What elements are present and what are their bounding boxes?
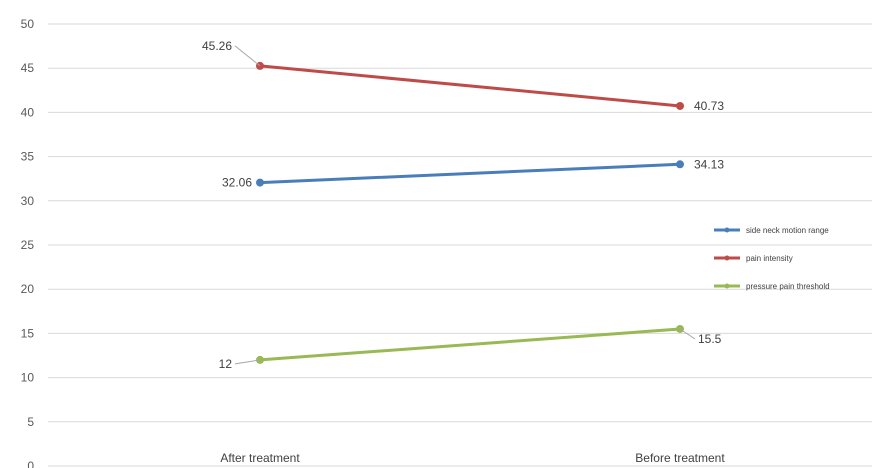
leader-line — [679, 328, 696, 340]
data-labels: 32.06 34.13 45.26 40.73 12 15.5 — [202, 39, 724, 371]
legend-marker — [724, 227, 730, 233]
y-tick-label: 0 — [27, 459, 34, 468]
data-label: 32.06 — [222, 176, 252, 190]
y-tick-label: 15 — [21, 326, 35, 340]
data-point — [676, 160, 684, 169]
legend-label: side neck motion range — [746, 226, 829, 235]
y-tick-label: 35 — [21, 150, 35, 164]
x-axis: After treatment Before treatment — [220, 451, 725, 465]
series-line — [258, 64, 682, 108]
x-tick-label: After treatment — [220, 451, 300, 465]
y-tick-label: 50 — [21, 17, 35, 31]
leader-line — [234, 45, 261, 67]
legend-label: pressure pain threshold — [746, 282, 830, 291]
data-label: 34.13 — [694, 157, 724, 171]
data-label: 45.26 — [202, 39, 232, 53]
data-label: 12 — [219, 357, 233, 371]
series-line — [258, 162, 682, 185]
data-point — [256, 178, 264, 187]
series-group — [256, 61, 684, 364]
y-tick-label: 20 — [21, 282, 35, 296]
y-axis: 0 5 10 15 20 25 30 35 40 45 50 — [21, 17, 35, 468]
y-tick-label: 40 — [21, 105, 35, 119]
y-tick-label: 45 — [21, 61, 35, 75]
x-tick-label: Before treatment — [635, 451, 725, 465]
data-label: 15.5 — [698, 332, 722, 346]
series-line — [258, 327, 682, 362]
legend: side neck motion range pain intensity pres… — [714, 226, 830, 291]
y-tick-label: 30 — [21, 194, 35, 208]
gridlines — [48, 23, 872, 467]
y-tick-label: 25 — [21, 238, 35, 252]
legend-label: pain intensity — [746, 254, 793, 263]
legend-marker — [724, 255, 730, 261]
y-tick-label: 5 — [27, 415, 34, 429]
leader-line — [234, 359, 261, 365]
legend-marker — [724, 283, 730, 289]
data-point — [676, 101, 684, 110]
y-tick-label: 10 — [21, 371, 35, 385]
data-label: 40.73 — [694, 99, 724, 113]
